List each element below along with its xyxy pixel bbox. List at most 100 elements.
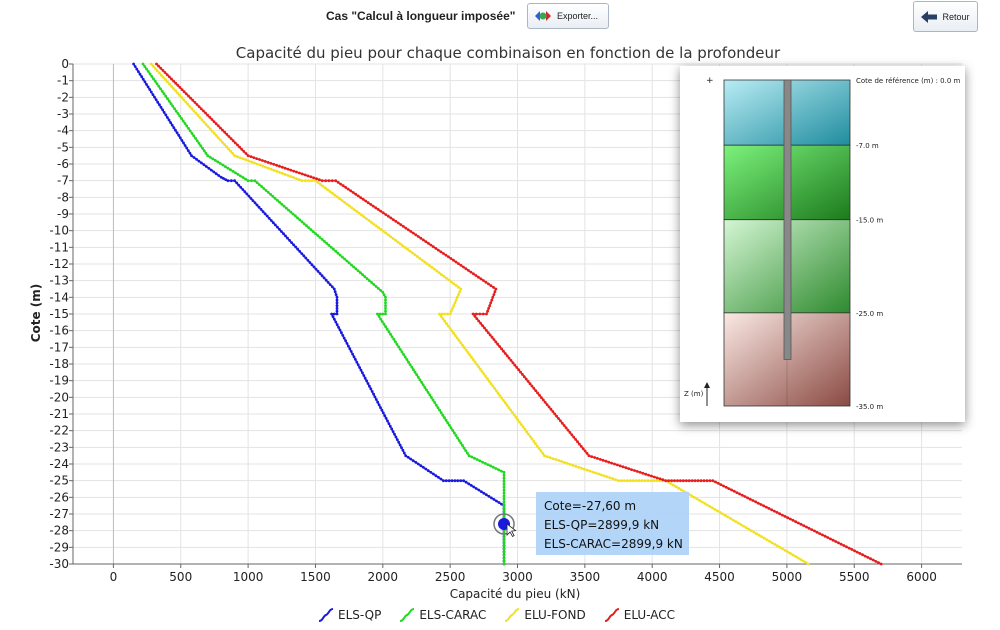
series-point xyxy=(487,379,491,383)
hover-marker[interactable] xyxy=(493,513,517,538)
series-point xyxy=(449,280,453,284)
series-point xyxy=(335,301,339,305)
series-point xyxy=(492,498,496,501)
series-point xyxy=(726,515,730,519)
series-point xyxy=(250,179,253,183)
series-point xyxy=(212,170,216,174)
series-point xyxy=(580,466,583,470)
legend-item-els-qp[interactable]: ELS-QP xyxy=(318,608,381,622)
series-point xyxy=(334,320,338,324)
series-point xyxy=(404,454,408,458)
series-point xyxy=(607,460,611,464)
series-point xyxy=(162,111,166,114)
series-point xyxy=(551,457,555,460)
series-point xyxy=(360,213,363,217)
series-point xyxy=(535,444,539,448)
back-button[interactable]: Retour xyxy=(913,1,978,32)
legend-item-els-carac[interactable]: ELS-CARAC xyxy=(399,608,486,622)
series-point xyxy=(259,208,263,211)
series-point xyxy=(471,358,475,361)
series-point xyxy=(196,114,200,117)
series-point xyxy=(304,256,308,260)
series-point xyxy=(302,254,306,258)
series-point xyxy=(399,223,403,227)
series-point xyxy=(724,514,727,517)
series-point xyxy=(470,355,473,359)
y-tick-label: -21 xyxy=(49,407,69,421)
series-point xyxy=(413,370,417,374)
export-button[interactable]: Exporter... xyxy=(527,3,609,29)
y-tick-label: 0 xyxy=(61,57,69,71)
series-point xyxy=(452,431,456,435)
series-point xyxy=(425,262,429,266)
series-point xyxy=(255,181,259,185)
series-point xyxy=(570,433,574,437)
series-point xyxy=(156,100,160,104)
series-point xyxy=(502,503,506,507)
series-point xyxy=(536,391,539,395)
series-point xyxy=(190,132,194,135)
series-point xyxy=(590,455,594,458)
series-point xyxy=(455,295,459,299)
series-point xyxy=(631,479,635,483)
series-point xyxy=(263,160,267,163)
series-point xyxy=(267,216,271,220)
series-point xyxy=(289,210,293,214)
series-point xyxy=(467,454,471,458)
series-point xyxy=(192,134,196,138)
series-point xyxy=(348,204,351,208)
series-point xyxy=(446,312,449,316)
series-point xyxy=(386,214,390,218)
series-point xyxy=(486,331,490,334)
series-point xyxy=(176,91,180,95)
series-point xyxy=(333,317,336,321)
series-point xyxy=(148,88,152,91)
series-point xyxy=(502,559,506,563)
series-point xyxy=(518,420,521,424)
series-point xyxy=(247,194,251,198)
series-point xyxy=(454,284,458,287)
series-point xyxy=(381,411,385,415)
series-point xyxy=(869,557,872,561)
series-point xyxy=(810,528,814,531)
series-point xyxy=(767,507,771,510)
series-point xyxy=(395,438,399,441)
series-point xyxy=(334,293,338,296)
series-point xyxy=(374,206,378,210)
series-point xyxy=(640,479,644,483)
series-point xyxy=(340,331,343,335)
series-point xyxy=(738,492,741,496)
x-tick-label: 6000 xyxy=(906,570,937,584)
y-tick-label: -29 xyxy=(49,540,69,554)
series-point xyxy=(679,479,682,483)
series-point xyxy=(300,172,304,176)
series-point xyxy=(280,172,284,175)
series-point xyxy=(300,252,304,256)
legend-item-elu-acc[interactable]: ELU-ACC xyxy=(604,608,675,622)
y-tick-label: -28 xyxy=(49,524,69,538)
series-point xyxy=(615,463,619,467)
series-point xyxy=(210,118,214,121)
chart-title: Capacité du pieu pour chaque combinaison… xyxy=(236,44,781,62)
series-point xyxy=(155,69,159,73)
series-point xyxy=(858,552,862,555)
series-point xyxy=(216,136,220,140)
series-point xyxy=(261,164,265,168)
series-point xyxy=(502,556,506,560)
series-point xyxy=(337,326,340,329)
series-point xyxy=(459,287,463,291)
x-tick-label: 3500 xyxy=(570,570,601,584)
series-point xyxy=(379,317,383,321)
series-point xyxy=(581,447,585,451)
series-point xyxy=(502,500,506,504)
series-point xyxy=(361,371,364,375)
series-point xyxy=(407,360,410,364)
series-point xyxy=(522,375,526,379)
series-point xyxy=(711,506,714,510)
series-point xyxy=(768,539,771,543)
series-point xyxy=(344,186,348,189)
series-point xyxy=(178,114,182,118)
series-point xyxy=(293,214,297,218)
series-point xyxy=(328,283,332,286)
legend-item-elu-fond[interactable]: ELU-FOND xyxy=(504,608,586,622)
